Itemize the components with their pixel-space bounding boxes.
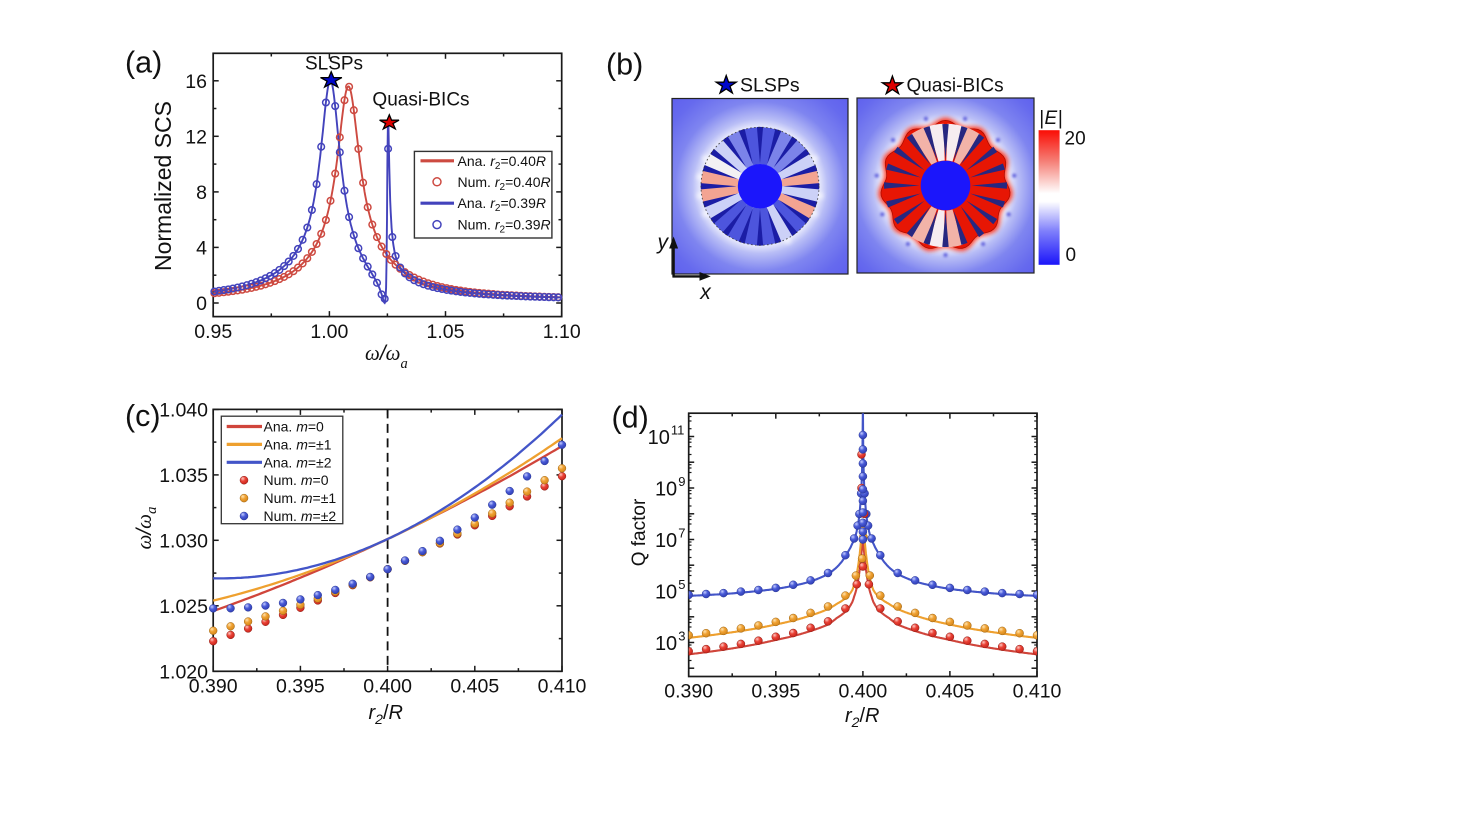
svg-text:3: 3 xyxy=(678,628,685,643)
svg-text:(a): (a) xyxy=(125,46,162,80)
svg-text:0: 0 xyxy=(196,293,207,315)
svg-text:1.10: 1.10 xyxy=(543,321,581,343)
svg-text:y: y xyxy=(656,231,670,254)
svg-text:(b): (b) xyxy=(606,48,643,82)
svg-text:0.410: 0.410 xyxy=(538,676,587,698)
svg-text:11: 11 xyxy=(671,422,685,437)
svg-text:1.035: 1.035 xyxy=(159,465,208,487)
svg-text:10: 10 xyxy=(655,478,677,500)
svg-text:10: 10 xyxy=(655,633,677,655)
svg-text:0: 0 xyxy=(1066,245,1077,266)
svg-text:1.030: 1.030 xyxy=(159,530,208,552)
svg-text:Num. r2=0.39R: Num. r2=0.39R xyxy=(458,217,551,236)
svg-text:Ana. r2=0.39R: Ana. r2=0.39R xyxy=(458,195,547,214)
svg-text:7: 7 xyxy=(678,525,685,540)
svg-text:(d): (d) xyxy=(612,401,649,435)
svg-text:1.05: 1.05 xyxy=(427,321,465,343)
svg-text:16: 16 xyxy=(185,71,207,93)
svg-text:1.040: 1.040 xyxy=(159,399,208,421)
svg-text:10: 10 xyxy=(655,530,677,552)
svg-text:1.00: 1.00 xyxy=(310,321,348,343)
svg-text:Num. r2=0.40R: Num. r2=0.40R xyxy=(458,174,551,193)
svg-text:Quasi-BICs: Quasi-BICs xyxy=(907,76,1004,97)
svg-text:0.405: 0.405 xyxy=(450,676,499,698)
svg-text:0.395: 0.395 xyxy=(276,676,325,698)
svg-text:r2/R: r2/R xyxy=(369,702,403,727)
svg-text:(c): (c) xyxy=(125,399,161,433)
svg-text:1.025: 1.025 xyxy=(159,596,208,618)
svg-text:0.95: 0.95 xyxy=(194,321,232,343)
svg-text:0.390: 0.390 xyxy=(664,681,713,703)
svg-text:Num. m=±2: Num. m=±2 xyxy=(264,508,337,524)
svg-text:0.405: 0.405 xyxy=(925,681,974,703)
svg-text:0.400: 0.400 xyxy=(838,681,887,703)
svg-text:Ana. m=±1: Ana. m=±1 xyxy=(264,436,332,452)
svg-text:9: 9 xyxy=(678,474,685,489)
svg-text:0.400: 0.400 xyxy=(363,676,412,698)
svg-text:Quasi-BICs: Quasi-BICs xyxy=(372,90,469,111)
svg-text:20: 20 xyxy=(1065,129,1086,150)
svg-text:SLSPs: SLSPs xyxy=(305,54,363,75)
svg-text:x: x xyxy=(699,281,712,304)
svg-text:4: 4 xyxy=(196,237,207,259)
svg-text:|E|: |E| xyxy=(1039,108,1063,129)
svg-text:1.020: 1.020 xyxy=(159,661,208,683)
svg-text:Q factor: Q factor xyxy=(629,498,650,566)
svg-text:0.410: 0.410 xyxy=(1013,681,1062,703)
svg-text:SLSPs: SLSPs xyxy=(740,75,800,97)
svg-text:r2/R: r2/R xyxy=(845,705,879,730)
svg-text:Num. m=0: Num. m=0 xyxy=(264,472,329,488)
svg-text:8: 8 xyxy=(196,182,207,204)
svg-text:12: 12 xyxy=(185,126,207,148)
svg-text:0.395: 0.395 xyxy=(751,681,800,703)
svg-text:10: 10 xyxy=(648,427,670,449)
svg-text:Ana. m=±2: Ana. m=±2 xyxy=(264,454,332,470)
svg-text:Num. m=±1: Num. m=±1 xyxy=(264,490,337,506)
svg-text:10: 10 xyxy=(655,581,677,603)
svg-text:Ana. m=0: Ana. m=0 xyxy=(264,419,325,435)
svg-text:Normalized SCS: Normalized SCS xyxy=(150,101,176,271)
svg-text:0.390: 0.390 xyxy=(189,676,238,698)
svg-text:5: 5 xyxy=(678,577,685,592)
svg-text:Ana. r2=0.40R: Ana. r2=0.40R xyxy=(458,153,547,172)
